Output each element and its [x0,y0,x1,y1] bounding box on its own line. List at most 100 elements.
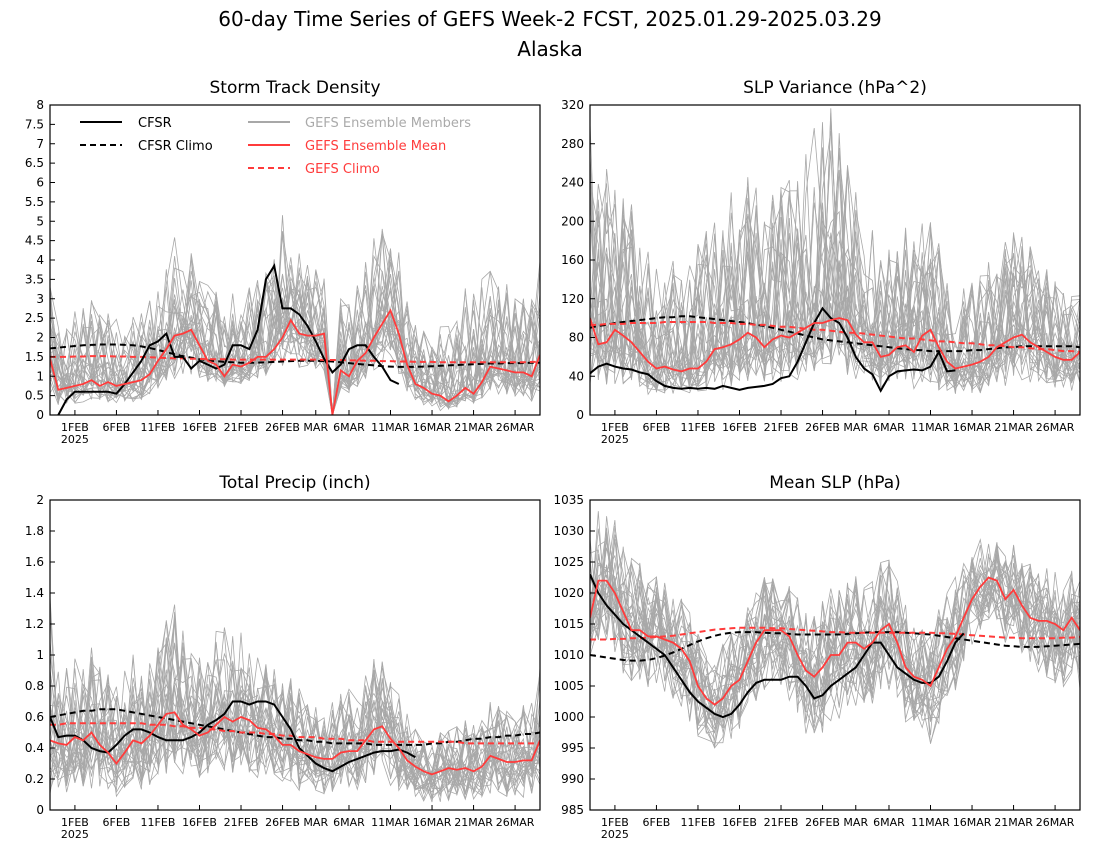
legend-label-gefs-mean: GEFS Ensemble Mean [305,139,446,154]
storm-track-ensemble-member-line [50,232,540,415]
storm-track-y-tick-label: 5.5 [25,195,44,209]
slp-variance-y-tick-label: 200 [561,214,584,228]
legend-label-cfsr: CFSR [138,116,172,131]
mean-slp-x-tick-label: 21MAR [994,816,1033,829]
storm-track-ensemble-member-line [50,267,540,415]
slp-variance-series-gefs-mean [590,317,1080,373]
slp-variance-y-tick-label: 120 [561,292,584,306]
storm-track-y-tick-label: 6.5 [25,156,44,170]
storm-track-y-tick-label: 7 [36,137,44,151]
total-precip-title: Total Precip (inch) [218,473,370,493]
total-precip-x-tick-label: 26MAR [496,816,535,829]
total-precip-x-tick-label: 16MAR [413,816,452,829]
mean-slp-x-tick-label: 11MAR [911,816,950,829]
storm-track-y-tick-label: 2 [36,331,44,345]
slp-variance-ensemble-member-line [590,159,1080,390]
total-precip-x-tick-label: 1FEB [61,816,89,829]
mean-slp-x-tick-label: 16FEB [722,816,757,829]
storm-track-series-cfsr-climo [50,343,540,368]
storm-track-x-tick-label: 11MAR [371,421,410,434]
storm-track-y-tick-label: 0.5 [25,389,44,403]
total-precip-ensemble-member-line [50,601,540,798]
slp-variance-x-tick-label: MAR [843,421,868,434]
slp-variance-series-cfsr [590,306,956,393]
mean-slp-y-tick-label: 1000 [553,710,584,724]
storm-track-y-tick-label: 4 [36,253,44,267]
storm-track-x-tick-label: 6FEB [103,421,131,434]
total-precip-y-tick-label: 1 [36,648,44,662]
slp-variance-x-tick-label: 16FEB [722,421,757,434]
total-precip-y-tick-label: 0.4 [25,741,44,755]
total-precip-y-tick-label: 1.6 [25,555,44,569]
total-precip-x-tick-label: MAR [303,816,328,829]
total-precip-y-tick-label: 1.4 [25,586,44,600]
mean-slp-x-tick-label: 16MAR [953,816,992,829]
mean-slp-x-tick-label: 6MAR [873,816,905,829]
storm-track-x-tick-label: 1FEB [61,421,89,434]
storm-track-ensemble-member-line [50,296,540,415]
slp-variance-x-tick-label: 21MAR [994,421,1033,434]
mean-slp-ensemble-member-line [590,539,1080,728]
total-precip-y-tick-label: 0.2 [25,772,44,786]
panel-slp-variance: SLP Variance (hPa^2) 0 40 80 120 160 200 240 280… [561,78,1081,446]
slp-variance-x-year-label: 2025 [601,433,629,446]
storm-track-y-tick-label: 5 [36,214,44,228]
storm-track-x-tick-label: 16FEB [182,421,217,434]
total-precip-y-tick-label: 1.8 [25,524,44,538]
storm-track-y-tick-label: 1.5 [25,350,44,364]
total-precip-ensemble-member-line [50,660,540,799]
storm-track-x-year-label: 2025 [61,433,89,446]
total-precip-y-tick-label: 0.8 [25,679,44,693]
mean-slp-ensemble-member-line [590,549,1080,741]
mean-slp-x-tick-label: 21FEB [764,816,799,829]
storm-track-y-tick-label: 1 [36,369,44,383]
mean-slp-ensemble-member-line [590,539,1080,722]
mean-slp-y-tick-label: 1010 [553,648,584,662]
mean-slp-x-tick-label: 26FEB [805,816,840,829]
storm-track-x-tick-label: 11FEB [141,421,176,434]
storm-track-y-tick-label: 2.5 [25,311,44,325]
total-precip-x-tick-label: 11MAR [371,816,410,829]
mean-slp-x-tick-label: 26MAR [1036,816,1075,829]
mean-slp-ensemble-member-line [590,520,1080,721]
mean-slp-series-cfsr-climo [590,631,1080,662]
total-precip-x-tick-label: 21FEB [224,816,259,829]
storm-track-plot-area [50,215,540,415]
figure-title: 60-day Time Series of GEFS Week-2 FCST, … [218,7,881,31]
slp-variance-x-tick-label: 26FEB [805,421,840,434]
slp-variance-x-tick-label: 6MAR [873,421,905,434]
slp-variance-series-gefs-climo [590,321,1080,353]
storm-track-series-cfsr [57,263,400,415]
slp-variance-y-tick-label: 80 [569,331,584,345]
chart-legend: CFSR CFSR Climo GEFS Ensemble Members GE… [80,116,471,177]
mean-slp-series-gefs-mean [590,576,1080,706]
slp-variance-x-tick-label: 11FEB [681,421,716,434]
storm-track-y-tick-label: 6 [36,176,44,190]
storm-track-x-tick-label: MAR [303,421,328,434]
mean-slp-ensemble-member-line [590,558,1080,744]
slp-variance-y-tick-label: 240 [561,176,584,190]
storm-track-x-tick-label: 26MAR [496,421,535,434]
mean-slp-y-tick-label: 995 [561,741,584,755]
total-precip-series-gefs-climo [50,722,540,745]
total-precip-x-tick-label: 6FEB [103,816,131,829]
total-precip-x-tick-label: 6MAR [333,816,365,829]
legend-label-cfsr-climo: CFSR Climo [138,139,213,154]
mean-slp-ensemble-member-line [590,562,1080,733]
mean-slp-x-tick-label: 6FEB [643,816,671,829]
mean-slp-y-tick-label: 1015 [553,617,584,631]
slp-variance-y-tick-label: 280 [561,137,584,151]
mean-slp-y-tick-label: 985 [561,803,584,817]
slp-variance-title: SLP Variance (hPa^2) [743,78,927,98]
mean-slp-title: Mean SLP (hPa) [769,473,901,493]
total-precip-y-tick-label: 2 [36,493,44,507]
storm-track-series-gefs-climo [50,355,540,364]
slp-variance-x-tick-label: 1FEB [601,421,629,434]
panel-mean-slp: Mean SLP (hPa) 985 990 995 1000 1005 1010 1015 1… [553,473,1081,841]
mean-slp-series-cfsr [590,573,965,719]
mean-slp-x-tick-label: 11FEB [681,816,716,829]
storm-track-series-gefs-mean [50,308,540,415]
total-precip-ensemble-member-line [50,611,540,799]
total-precip-series-gefs-mean [50,711,540,776]
